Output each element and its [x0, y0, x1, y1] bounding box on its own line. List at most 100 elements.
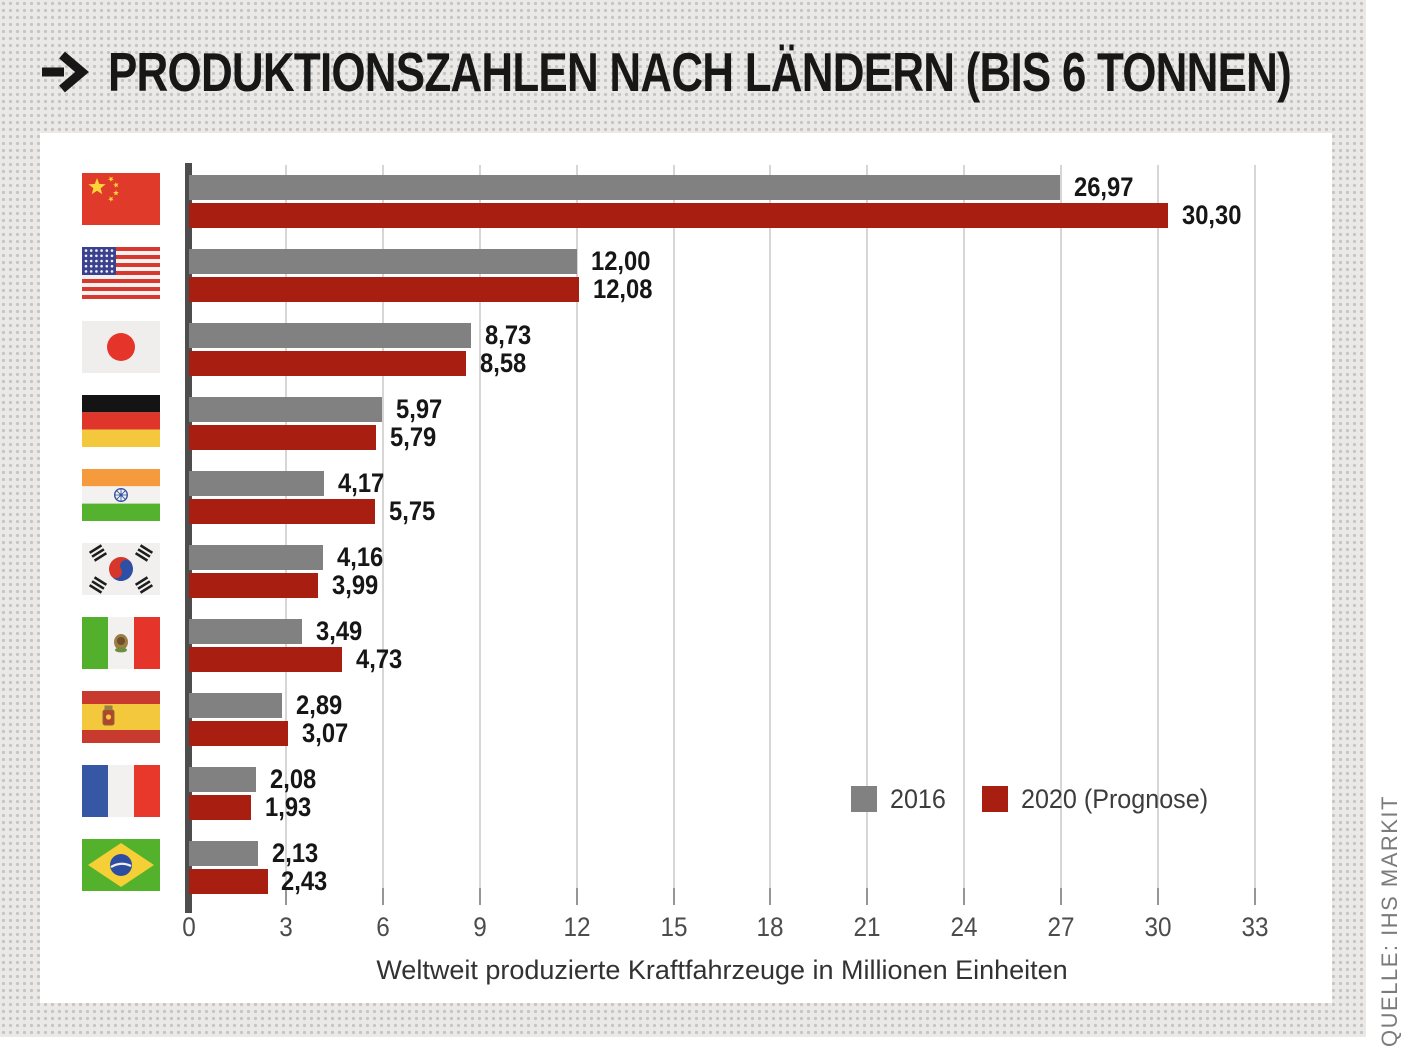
value-label: 12,08 [593, 274, 653, 304]
gridline [672, 165, 675, 905]
bar-2016-de [189, 397, 382, 422]
country-row-jp: 8,73 8,58 [189, 313, 1332, 387]
tick-mark [963, 888, 966, 905]
tick-label: 0 [182, 912, 196, 942]
gridline [575, 165, 578, 905]
source-credit: QUELLE: IHS MARKIT [1377, 795, 1402, 1047]
tick-mark [672, 888, 675, 905]
gridline [769, 165, 772, 905]
country-row-fr: 2,08 1,93 [189, 757, 1332, 831]
chart-panel: 26,97 30,30 12,00 12,08 8,73 8,58 5,97 5,79 4,17… [40, 133, 1332, 1003]
value-label: 1,93 [265, 792, 312, 822]
legend-entry: 2020 (Prognose) [982, 784, 1222, 815]
value-label: 4,16 [337, 542, 384, 572]
value-label: 30,30 [1181, 200, 1242, 230]
header: PRODUKTIONSZAHLEN NACH LÄNDERN (BIS 6 TO… [40, 41, 1411, 103]
bar-2016-us [189, 249, 577, 274]
bar-2016-fr [189, 767, 257, 792]
value-label: 12,00 [590, 246, 651, 276]
bar-2016-cn [189, 175, 1061, 200]
legend-label: 2016 [890, 783, 946, 814]
bar-2020-in [189, 499, 375, 524]
page-title: PRODUKTIONSZAHLEN NACH LÄNDERN (BIS 6 TO… [108, 41, 1292, 103]
tick-mark [769, 888, 772, 905]
value-label: 5,97 [395, 394, 443, 424]
bar-2016-br [189, 841, 258, 866]
bar-2016-es [189, 693, 283, 718]
flag-fr-icon [82, 765, 160, 817]
bar-2016-kr [189, 545, 324, 570]
country-row-cn: 26,97 30,30 [189, 165, 1332, 239]
bar-2016-mx [189, 619, 302, 644]
bar-2020-kr [189, 573, 318, 598]
value-label: 2,43 [281, 866, 328, 896]
tick-label: 21 [853, 912, 881, 942]
tick-label: 6 [376, 912, 390, 942]
gridline [478, 165, 481, 905]
flag-de-icon [82, 395, 160, 447]
value-label: 5,79 [390, 422, 437, 452]
country-row-mx: 3,49 4,73 [189, 609, 1332, 683]
value-label: 3,99 [331, 570, 379, 600]
legend-entry: 2016 [851, 784, 950, 815]
legend-label: 2020 (Prognose) [1021, 783, 1209, 814]
bar-2016-jp [189, 323, 471, 348]
bar-2020-mx [189, 647, 342, 672]
value-label: 2,08 [270, 764, 317, 794]
country-row-de: 5,97 5,79 [189, 387, 1332, 461]
tick-label: 27 [1047, 912, 1075, 942]
value-label: 2,89 [296, 690, 343, 720]
legend: 2016 2020 (Prognose) [851, 784, 1222, 815]
tick-label: 18 [756, 912, 784, 942]
value-label: 3,49 [315, 616, 362, 646]
plot-area: 26,97 30,30 12,00 12,08 8,73 8,58 5,97 5,79 4,17… [185, 163, 1332, 913]
value-label: 8,58 [480, 348, 527, 378]
flag-in-icon [82, 469, 160, 521]
legend-swatch [982, 786, 1009, 812]
country-row-es: 2,89 3,07 [189, 683, 1332, 757]
gridline [284, 165, 287, 905]
bar-2020-fr [189, 795, 252, 820]
bar-2020-br [189, 869, 268, 894]
y-axis-line [185, 163, 192, 913]
tick-mark [1157, 888, 1160, 905]
value-label: 3,07 [302, 718, 349, 748]
tick-label: 3 [279, 912, 293, 942]
flag-jp-icon [82, 321, 160, 373]
flag-br-icon [82, 839, 160, 891]
flag-us-icon [82, 247, 160, 299]
value-label: 4,17 [337, 468, 384, 498]
value-label: 26,97 [1074, 172, 1134, 202]
tick-label: 30 [1144, 912, 1172, 942]
flag-kr-icon [82, 543, 160, 595]
bar-2020-cn [189, 203, 1168, 228]
flag-es-icon [82, 691, 160, 743]
bar-2016-in [189, 471, 324, 496]
country-row-br: 2,13 2,43 [189, 831, 1332, 905]
tick-mark [866, 888, 869, 905]
bar-2020-jp [189, 351, 467, 376]
flag-mx-icon [82, 617, 160, 669]
tick-label: 15 [660, 912, 688, 942]
bar-2020-us [189, 277, 580, 302]
tick-mark [284, 888, 287, 905]
value-label: 8,73 [485, 320, 532, 350]
bar-2020-es [189, 721, 289, 746]
tick-label: 33 [1241, 912, 1269, 942]
country-row-kr: 4,16 3,99 [189, 535, 1332, 609]
tick-label: 12 [563, 912, 591, 942]
bar-2020-de [189, 425, 376, 450]
gridline [381, 165, 384, 905]
gridline [1060, 165, 1063, 905]
x-axis-title: Weltweit produzierte Kraftfahrzeuge in M… [376, 955, 1068, 985]
tick-mark [1254, 888, 1256, 905]
value-label: 2,13 [271, 838, 319, 868]
flag-cn-icon [82, 173, 160, 225]
arrow-icon [42, 51, 89, 93]
legend-swatch [851, 786, 877, 812]
value-label: 5,75 [388, 496, 435, 526]
tick-label: 24 [950, 912, 978, 942]
tick-mark [381, 888, 384, 905]
gridline [963, 165, 966, 905]
gridline [1157, 165, 1160, 905]
